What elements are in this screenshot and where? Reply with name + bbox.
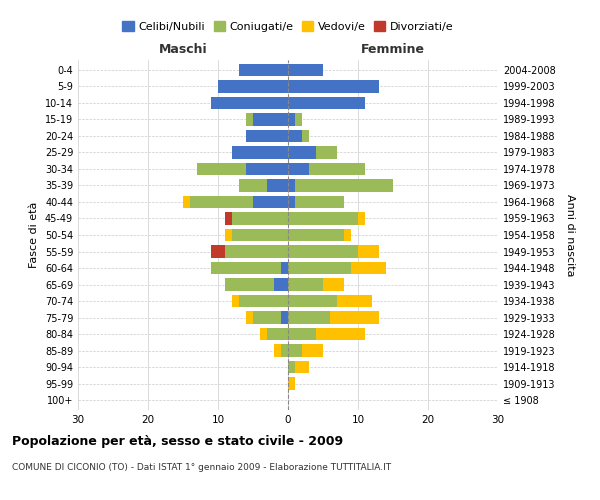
Bar [190,196,253,208]
Bar [281,262,288,274]
Bar [211,96,288,109]
Bar [316,328,365,340]
Bar [281,312,288,324]
Bar [302,130,309,142]
Bar [232,229,288,241]
Bar [288,130,302,142]
Bar [295,113,302,126]
Bar [225,278,274,290]
Bar [288,64,323,76]
Bar [211,262,281,274]
Text: Popolazione per età, sesso e stato civile - 2009: Popolazione per età, sesso e stato civil… [12,435,343,448]
Bar [288,146,316,158]
Bar [232,212,288,224]
Bar [358,246,379,258]
Bar [288,262,351,274]
Bar [288,344,302,357]
Bar [225,229,232,241]
Bar [295,196,344,208]
Bar [274,278,288,290]
Bar [253,113,288,126]
Bar [295,180,393,192]
Bar [239,180,267,192]
Bar [211,246,225,258]
Bar [239,64,288,76]
Bar [344,229,351,241]
Bar [246,130,288,142]
Bar [330,312,379,324]
Bar [295,361,309,374]
Text: Maschi: Maschi [158,43,208,56]
Bar [337,295,372,307]
Bar [253,196,288,208]
Bar [323,278,344,290]
Legend: Celibi/Nubili, Coniugati/e, Vedovi/e, Divorziati/e: Celibi/Nubili, Coniugati/e, Vedovi/e, Di… [118,16,458,36]
Bar [288,361,295,374]
Bar [253,312,281,324]
Bar [288,312,330,324]
Bar [288,180,295,192]
Bar [351,262,386,274]
Bar [309,163,365,175]
Bar [274,344,281,357]
Bar [246,163,288,175]
Bar [225,246,288,258]
Bar [232,295,239,307]
Bar [267,328,288,340]
Bar [288,113,295,126]
Bar [281,344,288,357]
Y-axis label: Fasce di età: Fasce di età [29,202,39,268]
Bar [232,146,288,158]
Bar [288,278,323,290]
Bar [288,196,295,208]
Bar [267,180,288,192]
Bar [288,163,309,175]
Bar [239,295,288,307]
Bar [225,212,232,224]
Bar [246,113,253,126]
Bar [288,246,358,258]
Bar [288,212,358,224]
Bar [288,378,295,390]
Bar [288,80,379,92]
Bar [260,328,267,340]
Bar [358,212,365,224]
Bar [288,229,344,241]
Bar [288,328,316,340]
Y-axis label: Anni di nascita: Anni di nascita [565,194,575,276]
Bar [197,163,246,175]
Bar [316,146,337,158]
Bar [288,96,365,109]
Bar [218,80,288,92]
Bar [183,196,190,208]
Text: COMUNE DI CICONIO (TO) - Dati ISTAT 1° gennaio 2009 - Elaborazione TUTTITALIA.IT: COMUNE DI CICONIO (TO) - Dati ISTAT 1° g… [12,462,391,471]
Text: Femmine: Femmine [361,43,425,56]
Bar [288,295,337,307]
Bar [246,312,253,324]
Bar [302,344,323,357]
